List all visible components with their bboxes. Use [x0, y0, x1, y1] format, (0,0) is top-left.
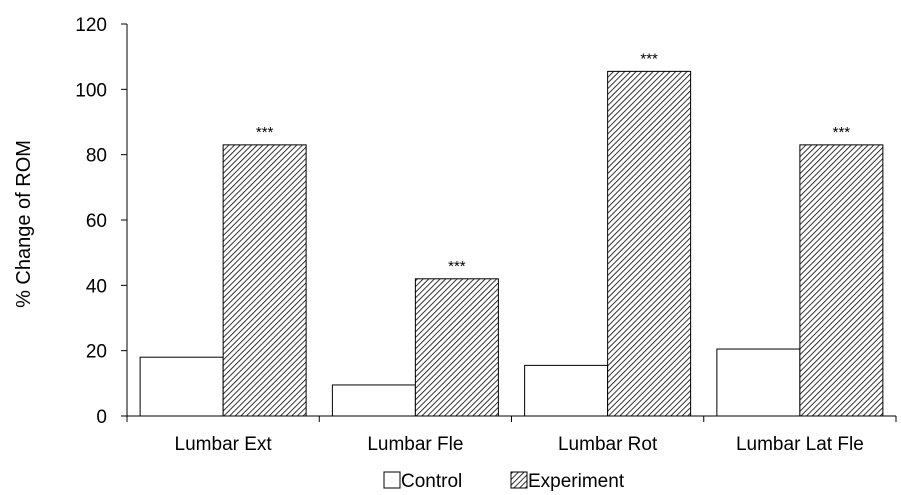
significance-marker: *** — [448, 258, 466, 275]
bar-control-lumbar-rot — [524, 364, 609, 417]
y-tick-label: 20 — [86, 342, 107, 363]
bar-experiment-lumbar-rot — [607, 70, 692, 417]
bar-experiment-lumbar-fle — [414, 278, 499, 417]
significance-marker: *** — [256, 124, 274, 141]
y-tick-label: 80 — [86, 146, 107, 167]
significance-marker: *** — [640, 50, 658, 67]
y-tick-label: 100 — [75, 80, 107, 101]
legend-swatch-control — [383, 471, 401, 489]
legend-label-control: Control — [401, 471, 462, 492]
x-tick-label: Lumbar Ext — [175, 434, 273, 455]
bar-experiment-lumbar-ext — [222, 144, 307, 417]
x-axis: Lumbar Ext Lumbar Fle Lumbar Rot Lumbar Lat… — [126, 415, 897, 455]
y-tick-label: 60 — [86, 211, 107, 232]
legend-label-experiment: Experiment — [528, 471, 625, 492]
x-tick-label: Lumbar Lat Fle — [736, 434, 864, 455]
y-axis-title: % Change of ROM — [13, 140, 35, 308]
legend: Control Experiment — [383, 471, 625, 492]
y-tick-label: 120 — [75, 15, 107, 36]
significance-marker: *** — [833, 124, 851, 141]
y-tick-label: 40 — [86, 276, 107, 297]
y-tick-label: 0 — [96, 407, 107, 428]
legend-swatch-experiment — [510, 471, 528, 489]
x-tick-label: Lumbar Fle — [367, 434, 463, 455]
bar-control-lumbar-ext — [139, 356, 224, 417]
bar-control-lumbar-fle — [331, 384, 416, 417]
bar-experiment-lumbar-lat-fle — [799, 144, 884, 417]
bars: *** *** *** *** — [139, 50, 884, 417]
bar-control-lumbar-lat-fle — [716, 348, 801, 417]
x-tick-label: Lumbar Rot — [558, 434, 658, 455]
y-axis: 0 20 40 60 80 100 120 — [75, 15, 128, 428]
